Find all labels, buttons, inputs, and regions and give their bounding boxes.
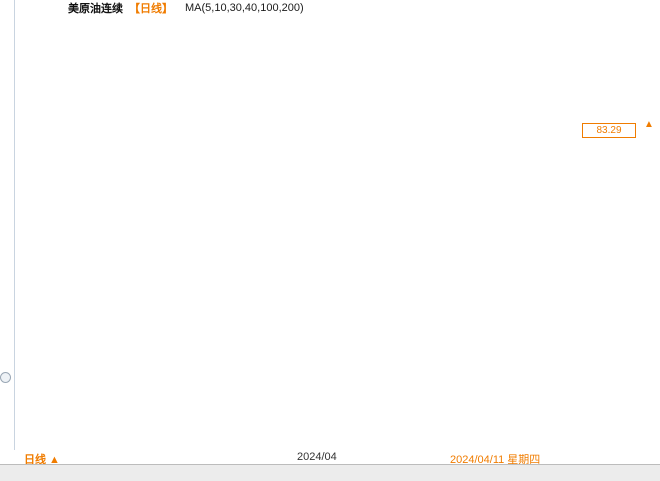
- axis-date-label: 2024/04/11 星期四: [450, 454, 541, 466]
- sidebar: [0, 0, 15, 450]
- collapse-handle-icon[interactable]: [0, 372, 11, 383]
- last-price-tag: 83.29: [582, 123, 636, 138]
- axis-month-label: 2024/04: [297, 451, 337, 463]
- indicator-tab-bar: [0, 464, 660, 481]
- x-axis-row: 日线 ▲ 2024/04 2024/04/11 星期四: [14, 451, 660, 466]
- scroll-latest-icon[interactable]: ▲: [644, 119, 654, 130]
- period-dropdown[interactable]: 日线 ▲: [24, 454, 60, 466]
